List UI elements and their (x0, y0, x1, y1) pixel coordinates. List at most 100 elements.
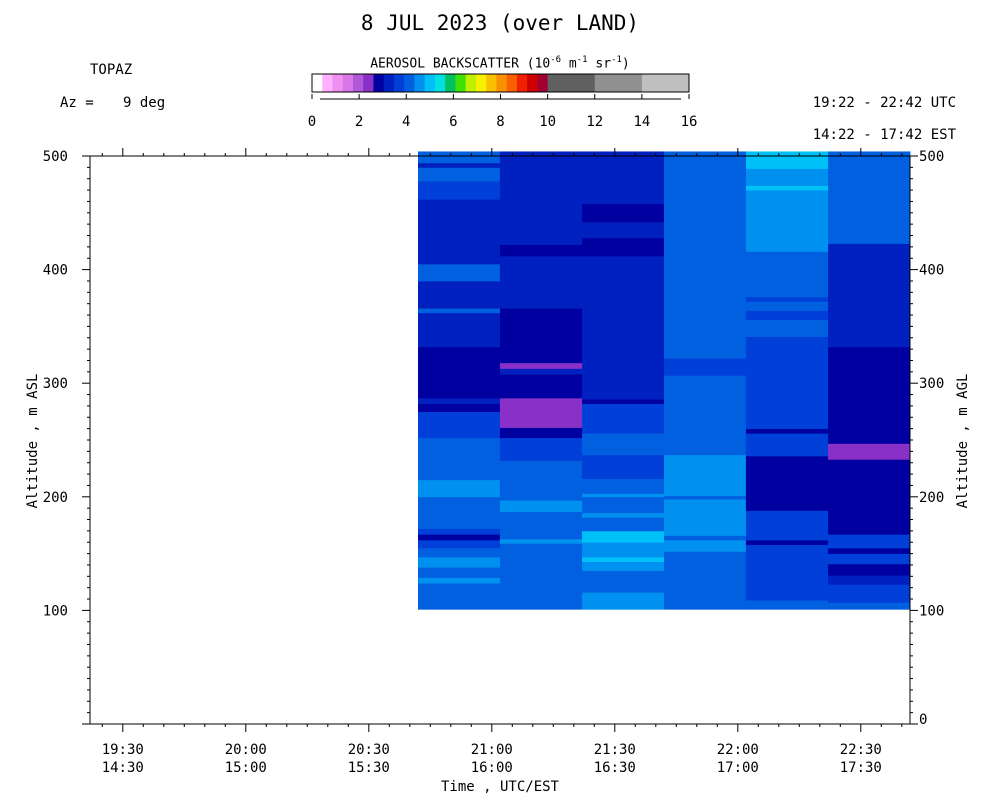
heatmap-cell (582, 399, 665, 405)
heatmap-cell (582, 530, 665, 543)
heatmap-cell (499, 538, 583, 544)
x-tick-label-utc: 20:30 (348, 742, 390, 758)
colorbar-swatch (496, 74, 508, 92)
heatmap-cell (828, 563, 911, 576)
x-tick-label-utc: 20:00 (225, 742, 267, 758)
heatmap-cell (417, 547, 501, 558)
heatmap-cell (663, 478, 747, 497)
heatmap-cell (828, 584, 911, 603)
x-tick-label-est: 16:30 (594, 760, 636, 776)
y-tick-label-asl: 200 (43, 490, 68, 506)
heatmap-cell (417, 346, 501, 399)
instrument-name: TOPAZ (90, 62, 133, 78)
heatmap-cell (582, 454, 665, 480)
heatmap-cell (499, 460, 583, 501)
x-tick-label-est: 14:30 (102, 760, 144, 776)
colorbar-tick-label: 10 (539, 114, 556, 130)
azimuth-label: Az = (60, 95, 94, 111)
heatmap-cell (417, 411, 501, 439)
heatmap-cell (417, 263, 501, 282)
heatmap-cell (663, 514, 747, 536)
heatmap-cell (828, 534, 911, 549)
x-tick-label-utc: 22:30 (840, 742, 882, 758)
heatmap-cell (582, 496, 665, 514)
colorbar-tick-label: 14 (633, 114, 650, 130)
heatmap-cell (745, 185, 829, 191)
azimuth-value: 9 deg (123, 95, 166, 111)
heatmap-cell (582, 512, 665, 518)
heatmap-cell (582, 237, 665, 257)
heatmap-cell (582, 570, 665, 593)
colorbar-swatch (516, 74, 528, 92)
colorbar-tick-label: 6 (449, 114, 457, 130)
heatmap-cell (745, 336, 829, 430)
heatmap-cell (582, 255, 665, 391)
y-tick-label-agl: 0 (919, 712, 927, 728)
y-tick-label-asl: 500 (43, 149, 68, 165)
heatmap-cell (499, 255, 583, 309)
heatmap-cell (745, 251, 829, 298)
heatmap-cell (582, 478, 665, 494)
heatmap-cell (828, 602, 911, 610)
colorbar-swatch (486, 74, 497, 92)
y-tick-label-agl: 200 (919, 490, 944, 506)
heatmap-cell (828, 243, 911, 348)
colorbar-swatch (424, 74, 436, 92)
colorbar-tick-label: 12 (586, 114, 603, 130)
colorbar-swatch (363, 74, 374, 92)
x-tick-label-est: 16:00 (471, 760, 513, 776)
heatmap-cell (663, 539, 747, 552)
colorbar-swatch (445, 74, 456, 92)
heatmap-cell (499, 543, 583, 610)
heatmap-cell (663, 535, 747, 541)
heatmap-cell (745, 544, 829, 601)
utc-time-range: 19:22 - 22:42 UTC (812, 95, 956, 111)
heatmap-cell (417, 567, 501, 578)
heatmap-cell (417, 151, 501, 164)
heatmap-cell (499, 427, 583, 439)
colorbar-swatch (393, 74, 405, 92)
heatmap-cell (828, 547, 911, 554)
colorbar-swatch (618, 74, 643, 92)
heatmap-cell (417, 437, 501, 481)
heatmap-cell (663, 495, 747, 500)
colorbar-tick-label: 16 (681, 114, 698, 130)
heatmap-cell (828, 443, 911, 460)
heatmap-cell (499, 362, 583, 369)
colorbar-swatch (332, 74, 344, 92)
heatmap-cell (745, 168, 829, 186)
heatmap-cell (663, 358, 747, 376)
heatmap-cell (499, 500, 583, 512)
colorbar-swatch (404, 74, 415, 92)
x-tick-label-est: 17:00 (717, 760, 759, 776)
heatmap-cell (582, 390, 665, 400)
colorbar-tick-label: 4 (402, 114, 410, 130)
heatmap-cell (499, 308, 583, 364)
colorbar-swatch (312, 74, 323, 92)
colorbar-swatch (352, 74, 364, 92)
y-tick-label-asl: 400 (43, 263, 68, 279)
heatmap-cell (828, 151, 911, 244)
heatmap-cell (417, 167, 501, 182)
heatmap-cell (663, 551, 747, 610)
heatmap-cell (663, 375, 747, 456)
heatmap-cell (745, 319, 829, 338)
heatmap-cell (745, 296, 829, 302)
heatmap-cell (663, 151, 747, 359)
heatmap-cell (582, 557, 665, 562)
heatmap-cell (582, 203, 665, 223)
heatmap-cell (417, 528, 501, 535)
heatmap-cell (417, 496, 501, 530)
colorbar-swatch (665, 74, 690, 92)
heatmap-cell (582, 221, 665, 239)
colorbar-swatch (465, 74, 477, 92)
colorbar-title-unit-sr: sr (587, 56, 612, 72)
heatmap-cell (745, 301, 829, 311)
x-tick-label-utc: 19:30 (102, 742, 144, 758)
colorbar-swatch (537, 74, 549, 92)
heatmap-cell (499, 244, 583, 257)
colorbar-swatch (475, 74, 487, 92)
heatmap-cell (417, 557, 501, 568)
heatmap-cell (582, 433, 665, 456)
